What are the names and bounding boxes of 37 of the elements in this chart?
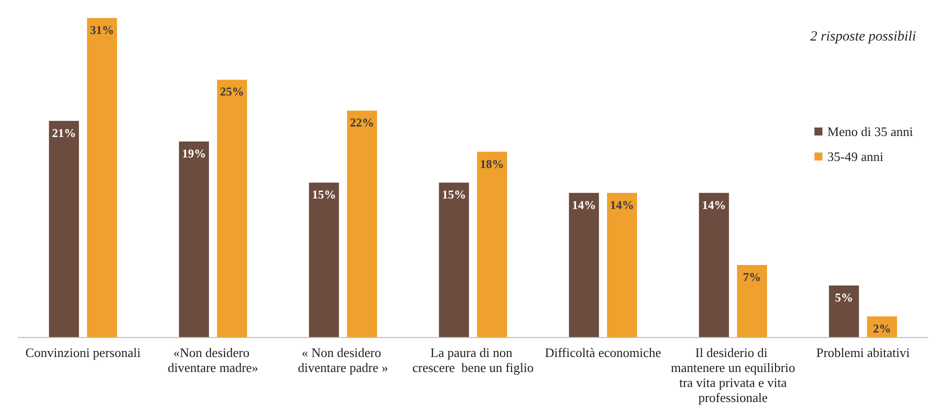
bar [607, 192, 638, 337]
x-tick-label: «Non desidero diventare madre» [168, 345, 258, 375]
data-label: 7% [743, 270, 762, 284]
bar [698, 192, 729, 337]
bar [178, 141, 209, 337]
x-tick-label: Difficoltà economiche [544, 345, 662, 360]
x-tick-label: La paura di non crescere bene un figlio [412, 345, 534, 375]
legend-label: Meno di 35 anni [827, 124, 914, 139]
data-label: 25% [220, 84, 244, 99]
data-label: 15% [442, 188, 466, 202]
bar [308, 182, 339, 337]
data-label: 14% [702, 198, 726, 212]
x-tick-label: Il desiderio di mantenere un equilibrio tra vita privata e vita professionale [670, 345, 796, 405]
data-label: 22% [350, 116, 374, 130]
bar [217, 80, 248, 337]
data-label: 14% [572, 198, 596, 212]
bar [438, 182, 469, 337]
x-tick-label: « Non desidero diventare padre » [298, 345, 388, 375]
data-label: 5% [834, 290, 853, 305]
bar [477, 152, 508, 337]
x-tick-label: Problemi abitativi [816, 345, 910, 360]
data-label: 31% [90, 23, 114, 37]
bar [87, 18, 118, 337]
data-label: 15% [312, 188, 336, 202]
data-label: 14% [610, 198, 634, 212]
data-label: 2% [873, 321, 892, 336]
bar [828, 286, 859, 337]
bar [347, 110, 378, 337]
bar [568, 192, 599, 337]
x-tick-label: Convinzioni personali [25, 345, 141, 360]
bar [48, 120, 79, 337]
legend-label: 35-49 anni [827, 149, 884, 164]
bar [737, 264, 768, 337]
annotation: 2 risposte possibili [810, 30, 916, 44]
data-label: 21% [52, 126, 76, 140]
data-label: 19% [182, 146, 206, 160]
data-label: 18% [480, 156, 504, 171]
